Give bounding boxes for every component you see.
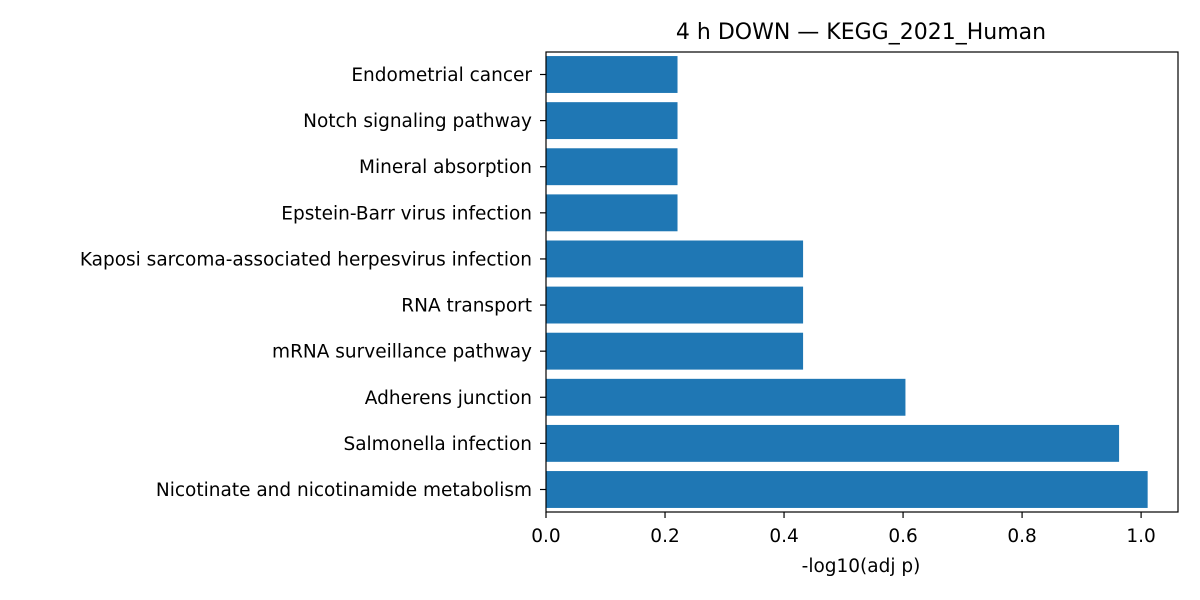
bar [546,286,804,324]
bar [546,471,1148,508]
bar [546,378,906,416]
bar [546,240,804,278]
bars-group [546,56,1148,508]
category-label: mRNA surveillance pathway [272,342,532,363]
category-labels: Endometrial cancer Notch signaling pathwa… [80,65,546,501]
category-label: Epstein-Barr virus infection [281,203,532,224]
x-tick-label: 0.6 [888,526,917,547]
plot-frame [545,51,1179,513]
x-tick-label: 0.4 [769,526,798,547]
x-tick-label: 0.0 [531,526,560,547]
bar [546,332,804,370]
category-label: Mineral absorption [359,157,532,178]
chart-title: 4 h DOWN — KEGG_2021_Human [676,20,1046,45]
category-label: Salmonella infection [343,434,532,455]
x-tick-label: 0.8 [1007,526,1036,547]
category-label: RNA transport [401,296,532,317]
category-label: Endometrial cancer [351,65,532,86]
bar [546,424,1120,462]
bar [546,194,678,232]
x-tick-label: 0.2 [650,526,679,547]
x-axis-label: -log10(adj p) [802,556,921,577]
bar [546,148,678,186]
x-tick-label: 1.0 [1126,526,1155,547]
category-label: Kaposi sarcoma-associated herpesvirus in… [80,249,532,270]
category-label: Nicotinate and nicotinamide metabolism [156,480,532,501]
category-label: Notch signaling pathway [303,111,532,132]
category-label: Adherens junction [365,388,532,409]
bar [546,102,678,140]
x-axis-ticks: 0.0 0.2 0.4 0.6 0.8 1.0 [531,512,1156,547]
bar [546,56,678,93]
